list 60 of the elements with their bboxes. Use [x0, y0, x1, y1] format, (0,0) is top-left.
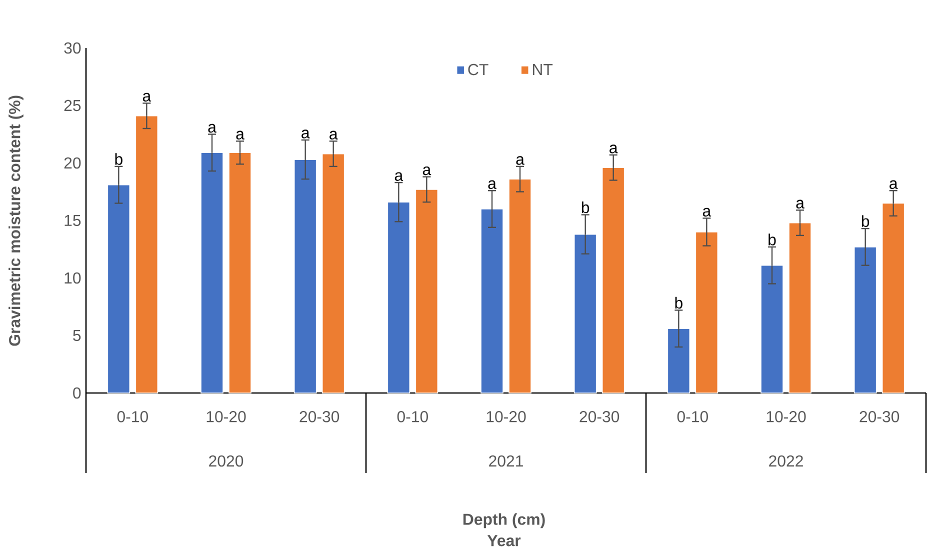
- data-label: a: [890, 180, 898, 189]
- data-label: a: [422, 166, 432, 176]
- bar: [760, 264, 784, 394]
- data-label: b: [115, 153, 122, 165]
- bar: [602, 167, 625, 394]
- bar: [667, 328, 690, 394]
- bar: [322, 153, 345, 394]
- bar: [387, 202, 410, 394]
- x-tick-label: 20-30: [860, 411, 900, 422]
- data-label: a: [330, 130, 338, 140]
- data-label: a: [236, 130, 244, 140]
- x-tick-label: 20-30: [580, 411, 620, 422]
- bar: [788, 222, 812, 394]
- x-tick-label: 20-30: [300, 411, 340, 422]
- bar: [228, 152, 252, 394]
- x-tick-label: 0-10: [677, 411, 708, 422]
- text: 2021: [489, 455, 523, 467]
- bar: [574, 234, 597, 394]
- data-label: b: [862, 215, 870, 227]
- legend-label: CT: [468, 64, 488, 76]
- x-tick-label: 10-20: [766, 411, 806, 422]
- data-label: a: [394, 172, 404, 181]
- bar: [294, 159, 317, 394]
- bar: [415, 189, 438, 394]
- y-tick-label: 0: [73, 387, 81, 399]
- bar: [508, 178, 532, 394]
- data-label: a: [702, 208, 712, 217]
- x-tick-label: 10-20: [206, 411, 246, 422]
- bar: [200, 152, 224, 394]
- bar: [695, 232, 718, 394]
- data-label: a: [142, 92, 152, 102]
- text: Year: [487, 535, 521, 546]
- data-label: b: [675, 296, 682, 309]
- data-label: a: [488, 180, 496, 189]
- y-tick-label: 25: [64, 100, 81, 112]
- data-label: b: [582, 201, 590, 214]
- text: 2022: [769, 455, 803, 467]
- y-tick-label: 20: [64, 157, 81, 169]
- data-label: a: [302, 130, 310, 138]
- data-label: a: [610, 144, 618, 154]
- y-tick-label: 5: [73, 330, 81, 342]
- legend-label: NT: [532, 64, 553, 75]
- bar: [135, 115, 158, 394]
- data-label: a: [796, 200, 804, 209]
- bar: [854, 246, 877, 394]
- bar: [882, 202, 905, 394]
- bar: [480, 208, 504, 394]
- text: Depth (cm): [463, 513, 545, 528]
- data-label: a: [516, 156, 524, 165]
- x-tick-label: 10-20: [486, 411, 526, 422]
- x-tick-label: 0-10: [397, 411, 428, 422]
- y-axis-title: Gravimetric moisture content (%): [8, 96, 24, 346]
- bar: [107, 184, 130, 394]
- x-tick-label: 0-10: [117, 411, 148, 422]
- y-tick-label: 15: [64, 214, 81, 226]
- y-tick-label: 10: [64, 272, 81, 284]
- y-tick-label: 30: [64, 42, 81, 54]
- data-label: b: [768, 234, 776, 246]
- text: 2020: [209, 455, 244, 467]
- data-label: a: [208, 124, 216, 133]
